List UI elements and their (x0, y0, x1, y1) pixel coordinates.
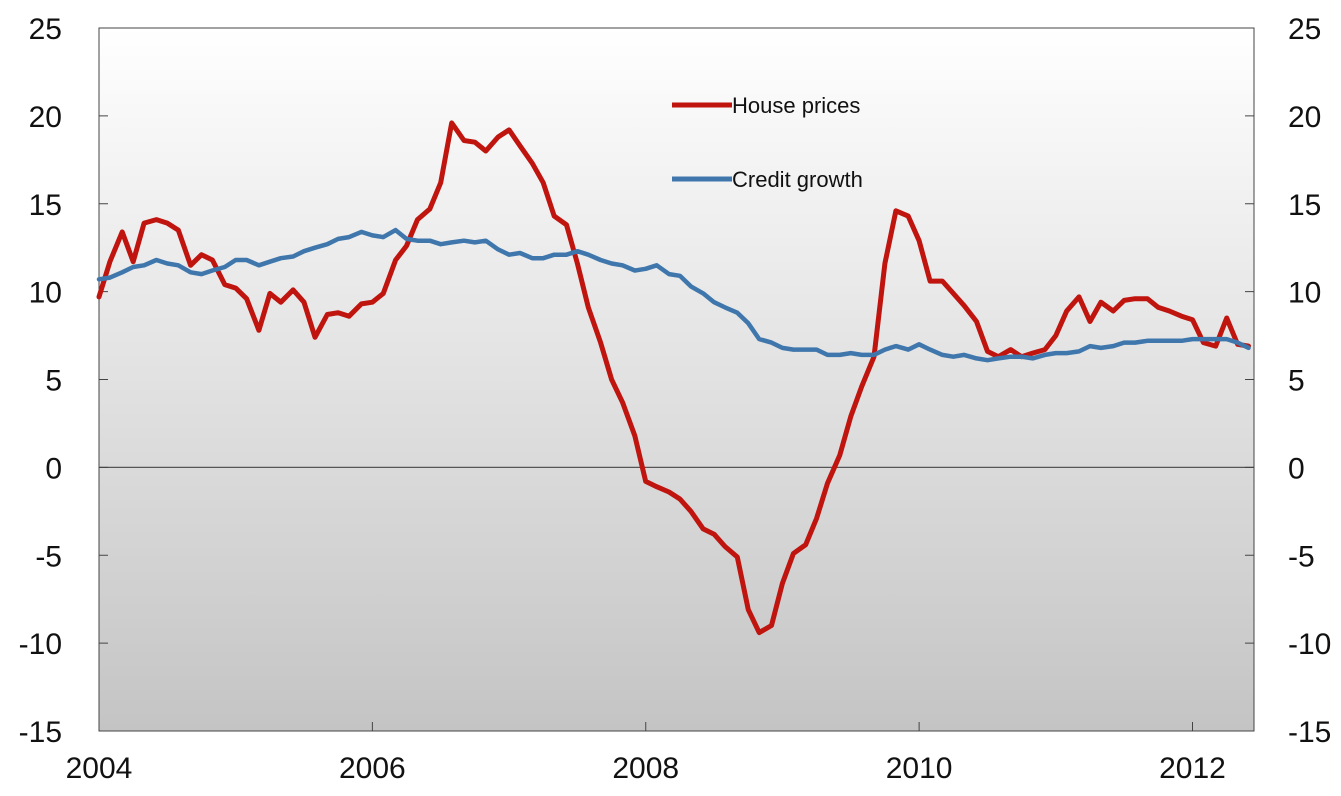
legend-label-house-prices: House prices (732, 93, 860, 118)
y-tick-label-left: 5 (45, 365, 62, 398)
x-tick-label: 2010 (886, 752, 953, 785)
y-tick-label-left: 10 (29, 277, 62, 310)
y-tick-label-left: 20 (29, 101, 62, 134)
x-axis: 2004 2006 2008 2010 2012 (66, 722, 1226, 785)
y-tick-label-left: -10 (19, 628, 62, 661)
legend: House prices Credit growth (672, 93, 863, 192)
series-line-credit-growth (96, 227, 1251, 363)
series-line-house-prices (96, 120, 1251, 636)
y-tick-label-left: -15 (19, 716, 62, 749)
right-y-axis: -15 -10 -5 0 5 10 15 20 25 (1245, 13, 1331, 749)
x-tick-label: 2008 (612, 752, 679, 785)
left-y-axis: -15 -10 -5 0 5 10 15 20 25 (19, 13, 108, 749)
plot-area (98, 27, 1255, 732)
series-layer (96, 120, 1251, 636)
y-tick-label-right: 5 (1288, 365, 1305, 398)
y-tick-label-right: 15 (1288, 189, 1321, 222)
y-tick-label-right: 0 (1288, 452, 1305, 485)
y-tick-label-right: -5 (1288, 540, 1315, 573)
x-tick-label: 2004 (66, 752, 133, 785)
y-tick-label-right: 10 (1288, 277, 1321, 310)
y-tick-label-right: 25 (1288, 13, 1321, 46)
y-tick-label-left: -5 (35, 540, 62, 573)
y-tick-label-left: 15 (29, 189, 62, 222)
y-tick-label-right: -10 (1288, 628, 1331, 661)
y-tick-label-left: 0 (45, 452, 62, 485)
legend-label-credit-growth: Credit growth (732, 167, 863, 192)
y-tick-label-left: 25 (29, 13, 62, 46)
y-tick-label-right: -15 (1288, 716, 1331, 749)
y-tick-label-right: 20 (1288, 101, 1321, 134)
x-tick-label: 2006 (339, 752, 406, 785)
x-tick-label: 2012 (1159, 752, 1226, 785)
